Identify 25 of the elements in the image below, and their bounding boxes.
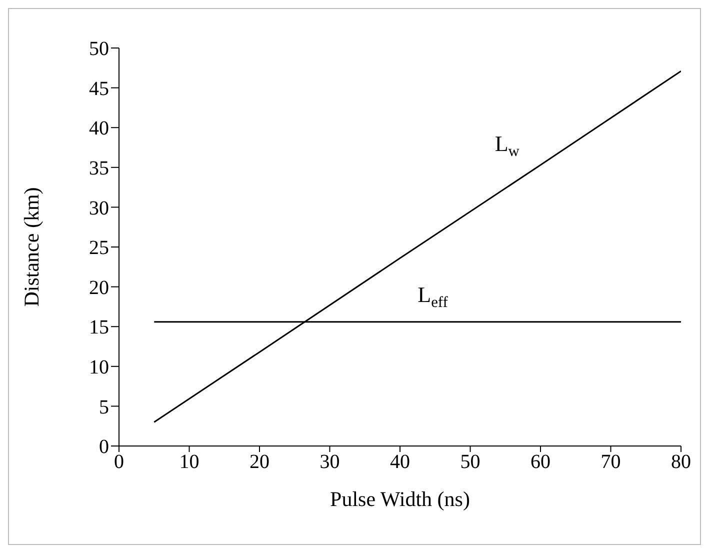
x-tick-label: 10 <box>179 451 200 474</box>
y-tick-label: 50 <box>89 38 109 60</box>
y-tick-label: 15 <box>89 316 109 339</box>
y-tick-label: 5 <box>99 396 109 418</box>
x-tick-label: 60 <box>530 451 550 474</box>
series-label: L$_{eff}$ <box>418 282 449 311</box>
y-tick-label: 45 <box>89 78 109 100</box>
x-tick-label: 30 <box>320 451 340 474</box>
y-tick-label: 30 <box>89 197 109 220</box>
y-axis-title: Distance (km) <box>19 187 44 307</box>
x-tick-label: 0 <box>114 451 124 474</box>
x-axis-title: Pulse Width (ns) <box>330 486 470 511</box>
y-tick-label: 25 <box>89 237 109 260</box>
x-tick-label: 20 <box>250 451 270 474</box>
x-tick-label: 70 <box>600 451 621 474</box>
y-tick-label: 35 <box>89 158 109 180</box>
series-label: L$_{w}$ <box>494 130 520 160</box>
x-tick-label: 40 <box>390 451 410 474</box>
line-series <box>153 70 681 423</box>
x-tick-label: 80 <box>671 451 691 474</box>
y-tick-label: 40 <box>89 118 109 140</box>
x-tick-label: 50 <box>460 451 480 474</box>
y-tick-label: 10 <box>89 356 109 378</box>
y-tick-label: 0 <box>99 436 109 458</box>
y-tick-label: 20 <box>89 276 109 299</box>
